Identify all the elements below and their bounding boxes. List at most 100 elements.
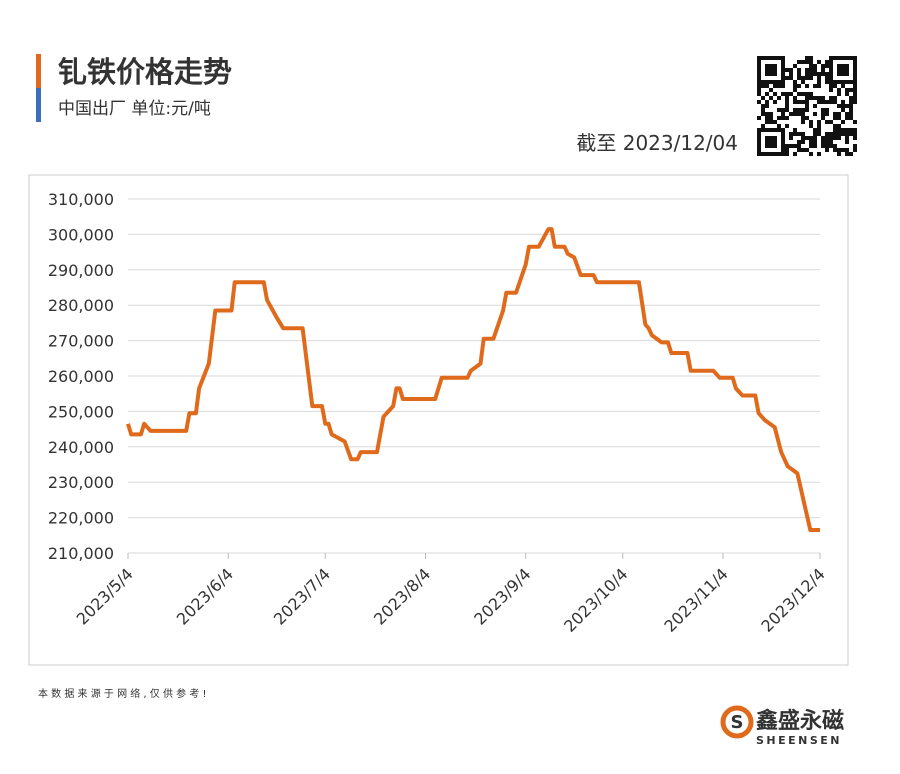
y-tick-label: 260,000 — [48, 367, 114, 386]
qr-cell — [849, 56, 853, 60]
qr-cell — [849, 96, 853, 100]
qr-cell — [785, 68, 789, 72]
qr-cell — [821, 100, 825, 104]
qr-cell — [817, 76, 821, 80]
qr-cell — [773, 144, 777, 148]
qr-cell — [757, 72, 761, 76]
qr-cell — [773, 140, 777, 144]
x-tick-label: 2023/8/4 — [370, 564, 434, 628]
qr-cell — [805, 104, 809, 108]
qr-cell — [801, 120, 805, 124]
qr-cell — [805, 108, 809, 112]
qr-cell — [777, 124, 781, 128]
y-tick-label: 300,000 — [48, 225, 114, 244]
qr-cell — [841, 56, 845, 60]
qr-cell — [785, 116, 789, 120]
qr-cell — [837, 152, 841, 156]
qr-cell — [829, 68, 833, 72]
qr-cell — [765, 152, 769, 156]
subtitle: 中国出厂 单位:元/吨 — [58, 99, 211, 119]
y-tick-label: 220,000 — [48, 509, 114, 528]
qr-cell — [769, 56, 773, 60]
qr-cell — [833, 136, 837, 140]
qr-cell — [837, 56, 841, 60]
qr-cell — [773, 80, 777, 84]
qr-cell — [781, 56, 785, 60]
qr-cell — [853, 88, 857, 92]
qr-cell — [841, 148, 845, 152]
qr-cell — [805, 56, 809, 60]
qr-cell — [765, 80, 769, 84]
qr-cell — [761, 128, 765, 132]
qr-cell — [817, 80, 821, 84]
qr-cell — [837, 136, 841, 140]
qr-cell — [793, 128, 797, 132]
qr-cell — [829, 96, 833, 100]
qr-cell — [793, 64, 797, 68]
qr-cell — [777, 152, 781, 156]
qr-cell — [757, 140, 761, 144]
qr-cell — [817, 124, 821, 128]
qr-cell — [801, 112, 805, 116]
qr-cell — [797, 132, 801, 136]
qr-cell — [833, 96, 837, 100]
qr-cell — [769, 96, 773, 100]
qr-cell — [773, 56, 777, 60]
qr-cell — [797, 92, 801, 96]
qr-cell — [781, 76, 785, 80]
qr-cell — [825, 108, 829, 112]
qr-cell — [781, 112, 785, 116]
qr-cell — [809, 140, 813, 144]
qr-cell — [761, 56, 765, 60]
qr-cell — [809, 68, 813, 72]
qr-cell — [761, 104, 765, 108]
qr-cell — [837, 116, 841, 120]
qr-cell — [761, 152, 765, 156]
qr-cell — [849, 80, 853, 84]
qr-cell — [805, 72, 809, 76]
qr-cell — [773, 68, 777, 72]
qr-cell — [789, 136, 793, 140]
qr-cell — [757, 100, 761, 104]
qr-cell — [833, 148, 837, 152]
qr-cell — [845, 116, 849, 120]
y-tick-label: 310,000 — [48, 190, 114, 209]
qr-cell — [769, 112, 773, 116]
qr-cell — [757, 144, 761, 148]
qr-cell — [845, 88, 849, 92]
qr-cell — [825, 148, 829, 152]
qr-cell — [761, 108, 765, 112]
qr-cell — [785, 92, 789, 96]
qr-cell — [777, 116, 781, 120]
qr-cell — [845, 112, 849, 116]
qr-cell — [793, 88, 797, 92]
qr-cell — [809, 136, 813, 140]
qr-cell — [757, 88, 761, 92]
brand-name: 鑫盛永磁 — [756, 708, 844, 734]
qr-cell — [845, 68, 849, 72]
qr-cell — [821, 140, 825, 144]
qr-cell — [813, 68, 817, 72]
qr-cell — [805, 116, 809, 120]
qr-cell — [837, 132, 841, 136]
qr-cell — [781, 128, 785, 132]
qr-cell — [769, 136, 773, 140]
qr-cell — [837, 124, 841, 128]
qr-cell — [817, 60, 821, 64]
qr-cell — [813, 112, 817, 116]
qr-cell — [789, 144, 793, 148]
qr-cell — [805, 92, 809, 96]
qr-cell — [833, 144, 837, 148]
qr-cell — [821, 96, 825, 100]
qr-cell — [853, 60, 857, 64]
qr-cell — [789, 112, 793, 116]
qr-cell — [833, 124, 837, 128]
qr-cell — [801, 108, 805, 112]
qr-cell — [765, 72, 769, 76]
qr-cell — [773, 120, 777, 124]
qr-cell — [809, 60, 813, 64]
qr-cell — [813, 72, 817, 76]
qr-cell — [757, 64, 761, 68]
qr-cell — [821, 112, 825, 116]
